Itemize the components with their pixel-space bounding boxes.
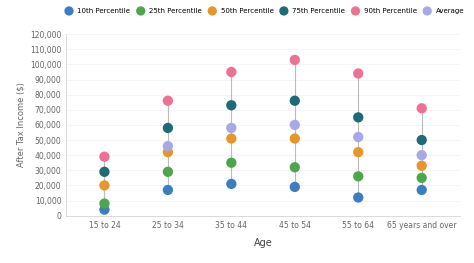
25th Percentile (291, 165, 299, 169)
75th Percentile (291, 99, 299, 103)
50th Percentile (355, 150, 362, 154)
25th Percentile (100, 201, 108, 206)
10th Percentile (164, 188, 172, 192)
Average (291, 123, 299, 127)
10th Percentile (228, 182, 235, 186)
Average (418, 153, 426, 157)
50th Percentile (100, 183, 108, 188)
75th Percentile (355, 115, 362, 119)
25th Percentile (418, 176, 426, 180)
50th Percentile (228, 136, 235, 141)
90th Percentile (100, 155, 108, 159)
10th Percentile (291, 185, 299, 189)
90th Percentile (291, 58, 299, 62)
75th Percentile (228, 103, 235, 107)
50th Percentile (291, 136, 299, 141)
Legend: 10th Percentile, 25th Percentile, 50th Percentile, 75th Percentile, 90th Percent: 10th Percentile, 25th Percentile, 50th P… (59, 5, 467, 17)
Average (164, 144, 172, 148)
90th Percentile (418, 106, 426, 110)
75th Percentile (100, 170, 108, 174)
90th Percentile (355, 71, 362, 75)
X-axis label: Age: Age (254, 238, 273, 248)
Average (228, 126, 235, 130)
50th Percentile (418, 164, 426, 168)
75th Percentile (418, 138, 426, 142)
Y-axis label: After Tax Income ($): After Tax Income ($) (17, 83, 26, 167)
25th Percentile (228, 161, 235, 165)
Average (355, 135, 362, 139)
10th Percentile (418, 188, 426, 192)
90th Percentile (164, 99, 172, 103)
10th Percentile (100, 208, 108, 212)
25th Percentile (164, 170, 172, 174)
75th Percentile (164, 126, 172, 130)
90th Percentile (228, 70, 235, 74)
50th Percentile (164, 150, 172, 154)
10th Percentile (355, 195, 362, 200)
25th Percentile (355, 174, 362, 178)
